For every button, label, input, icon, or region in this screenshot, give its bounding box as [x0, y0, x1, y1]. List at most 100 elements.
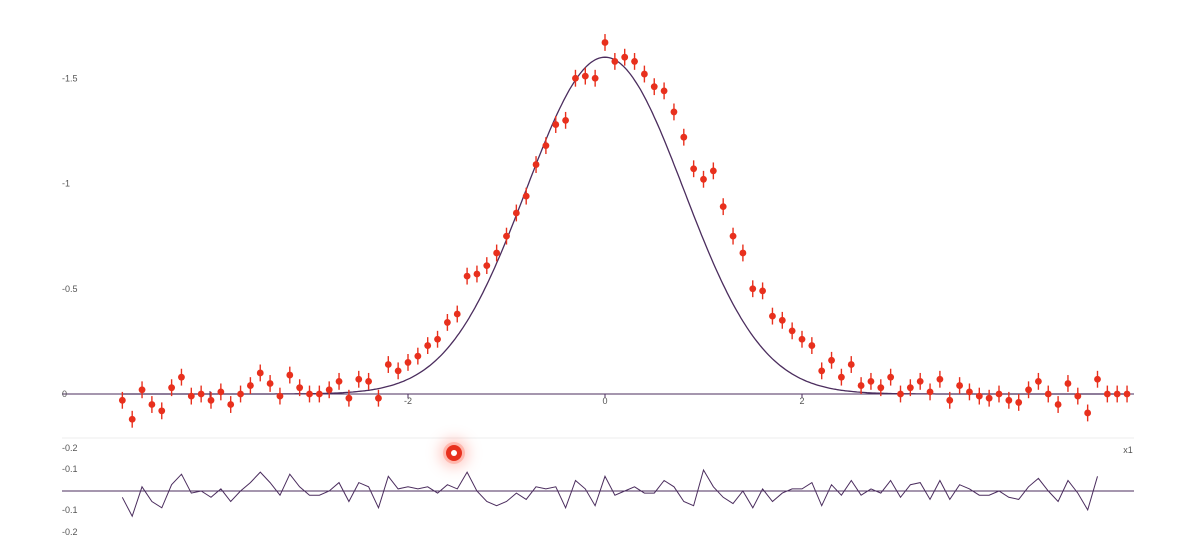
data-point	[138, 381, 146, 399]
data-point	[394, 362, 402, 380]
data-point	[286, 366, 294, 384]
data-point	[818, 362, 826, 380]
point-marker	[306, 390, 313, 398]
data-point	[1025, 381, 1032, 399]
point-marker	[197, 390, 205, 398]
residual-line	[121, 468, 1098, 518]
data-point	[808, 337, 816, 355]
point-marker	[690, 165, 698, 173]
point-marker	[1064, 380, 1072, 387]
point-marker	[1113, 390, 1121, 398]
data-point	[306, 385, 313, 403]
point-marker	[847, 361, 855, 368]
point-marker	[581, 72, 589, 80]
data-point	[414, 347, 422, 365]
point-marker	[887, 373, 895, 381]
point-marker	[1015, 399, 1023, 406]
point-marker	[680, 133, 688, 141]
point-marker	[256, 369, 264, 377]
data-point	[591, 69, 599, 87]
cursor-highlight	[446, 445, 462, 461]
data-point	[660, 82, 668, 100]
point-marker	[394, 367, 402, 375]
point-marker	[916, 377, 924, 385]
data-point	[700, 170, 707, 188]
point-marker	[207, 396, 215, 404]
data-point	[1103, 385, 1111, 403]
point-marker	[995, 390, 1003, 398]
data-point	[168, 379, 176, 397]
data-point	[709, 162, 717, 180]
data-point	[1064, 375, 1072, 392]
point-marker	[178, 373, 185, 381]
data-point	[552, 116, 560, 133]
point-marker	[838, 373, 845, 381]
residual-y-tick-label: -0.2	[62, 527, 78, 537]
data-point	[946, 391, 954, 409]
data-point	[729, 227, 737, 245]
y-tick-label: 0	[62, 389, 67, 399]
data-point	[897, 385, 904, 403]
y-tick-label: -0.5	[62, 284, 78, 294]
point-marker	[670, 108, 678, 116]
point-marker	[276, 392, 284, 400]
point-marker	[296, 384, 304, 392]
data-point	[690, 160, 698, 178]
point-marker	[1044, 390, 1052, 398]
x-tick-label: 0	[602, 396, 607, 406]
point-marker	[237, 390, 244, 398]
point-marker	[946, 396, 954, 404]
point-marker	[956, 382, 963, 389]
point-marker	[818, 367, 826, 375]
data-point	[788, 322, 796, 340]
data-point	[453, 305, 461, 323]
point-marker	[552, 121, 560, 128]
data-point	[256, 364, 264, 382]
data-point	[621, 48, 629, 66]
point-marker	[591, 74, 599, 82]
data-point	[345, 389, 353, 407]
point-marker	[453, 310, 461, 318]
point-marker	[355, 375, 363, 383]
point-marker	[601, 39, 609, 46]
data-point	[365, 372, 372, 390]
data-point	[197, 385, 205, 403]
point-marker	[709, 167, 717, 175]
point-marker	[641, 70, 648, 78]
data-point	[276, 387, 284, 405]
data-point	[522, 187, 530, 205]
point-marker	[1025, 386, 1032, 394]
data-point	[739, 244, 747, 262]
data-point	[749, 280, 757, 298]
point-marker	[936, 375, 944, 383]
data-point	[562, 111, 569, 129]
point-marker	[966, 388, 973, 396]
point-marker	[769, 312, 776, 320]
data-point	[1015, 394, 1023, 411]
data-point	[187, 387, 195, 405]
data-point	[887, 368, 895, 386]
point-marker	[1094, 375, 1101, 383]
data-point	[355, 370, 363, 388]
point-marker	[168, 384, 176, 392]
data-point	[493, 244, 501, 262]
point-marker	[788, 327, 796, 335]
point-marker	[532, 161, 540, 168]
data-point	[542, 137, 550, 155]
data-point	[158, 402, 166, 420]
data-point	[227, 396, 235, 413]
point-marker	[512, 209, 520, 217]
point-marker	[660, 87, 668, 95]
point-marker	[414, 352, 422, 360]
point-marker	[483, 262, 491, 269]
point-marker	[148, 401, 156, 408]
point-marker	[325, 386, 333, 394]
point-marker	[926, 388, 934, 396]
point-marker	[749, 285, 757, 293]
point-marker	[444, 319, 451, 326]
data-point	[956, 377, 963, 394]
data-point	[296, 379, 304, 397]
data-point	[936, 370, 944, 388]
residual-y-tick-label: -0.1	[62, 505, 78, 515]
data-point	[650, 78, 658, 96]
